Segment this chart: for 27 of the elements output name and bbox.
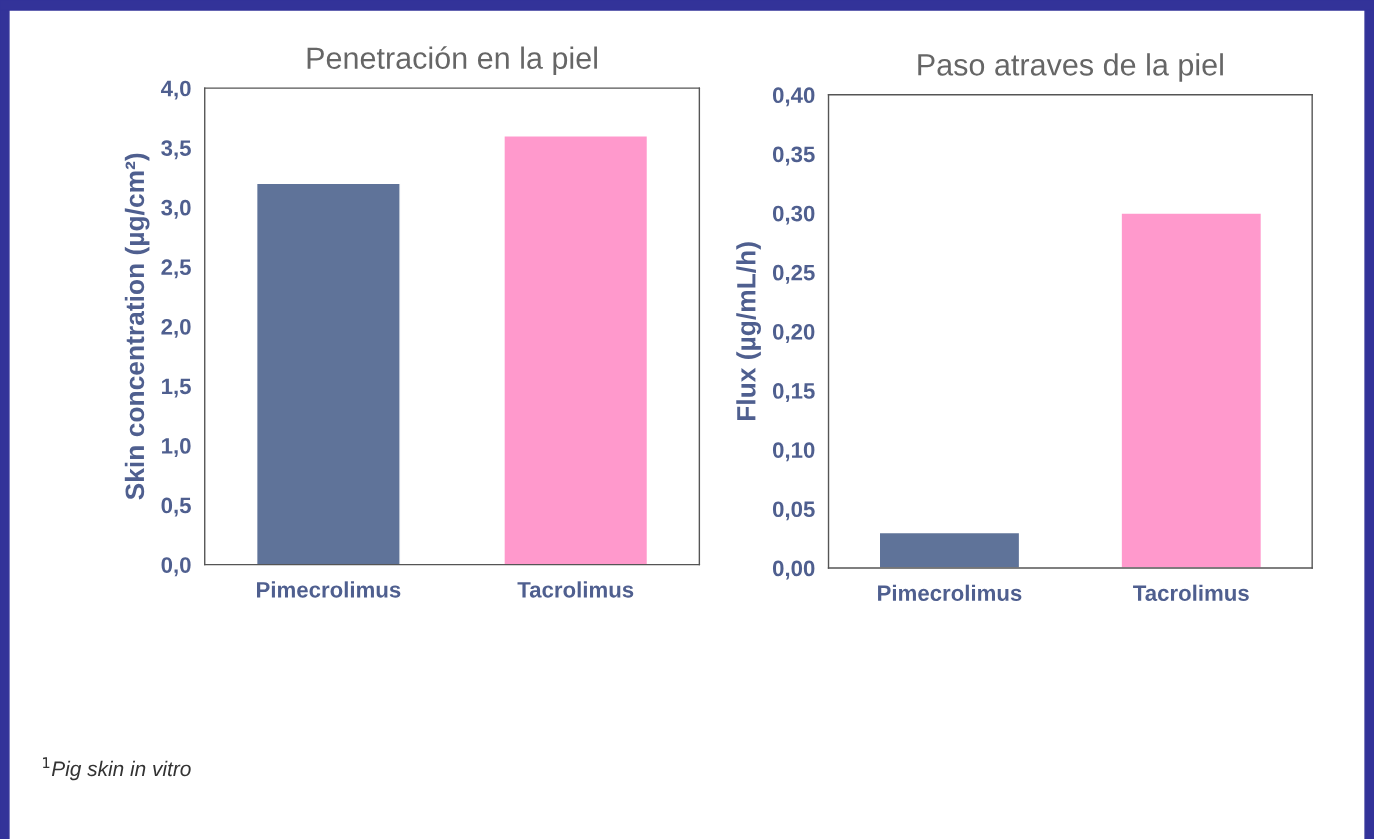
y-tick-label: 0,00 [772,560,815,580]
text: $^{1}$Pig skin in vitro [43,757,191,781]
y-tick-label: 3,0 [161,199,191,219]
y-tick-label: 0,25 [772,264,815,284]
y-tick-label: 0,05 [772,501,815,521]
y-tick-label: 0,5 [161,497,191,517]
x-tick-label: Tacrolimus [517,581,634,598]
y-tick-label: 0,20 [772,323,815,343]
chart-title: Penetración en la piel [307,46,597,75]
y-tick-label: 2,5 [161,259,191,279]
y-axis-title: Flux (µg/mL/h) [736,242,761,421]
y-tick-label: 4,0 [160,80,191,100]
y-tick-label: 0,35 [772,146,815,166]
y-tick-label: 0,10 [772,442,815,462]
y-tick-label: 0,0 [161,557,191,577]
y-tick-label: 1,0 [162,438,191,457]
y-tick-label: 0,15 [772,383,815,403]
x-tick-label: Pimecrolimus [257,581,401,598]
y-tick-label: 0,40 [772,87,815,107]
x-tick-label: Tacrolimus [1133,584,1249,601]
chart-title: Paso atraves de la piel [918,53,1223,82]
y-tick-label: 0,30 [772,205,815,225]
y-tick-label: 1,5 [162,378,191,398]
x-tick-label: Pimecrolimus [878,584,1022,601]
y-axis-title: Skin concentration (µg/cm²) [124,153,150,500]
y-tick-label: 3,5 [161,140,191,160]
y-tick-label: 2,0 [161,318,191,338]
